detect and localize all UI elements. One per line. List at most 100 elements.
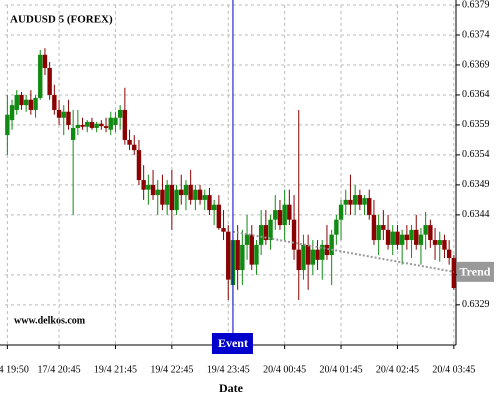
candle-body xyxy=(226,231,231,280)
candle-body xyxy=(437,240,442,245)
candle-body xyxy=(80,124,85,127)
candle-body xyxy=(42,54,48,68)
candle-body xyxy=(103,126,109,128)
candle-body xyxy=(127,139,132,145)
candle-body xyxy=(207,195,212,211)
candle-body xyxy=(75,124,81,128)
candle-body xyxy=(155,189,160,196)
x-axis-title: Date xyxy=(219,381,244,395)
candle-body xyxy=(343,199,348,205)
x-tick-label: 19/4 23:45 xyxy=(207,364,250,375)
candle-body xyxy=(362,198,367,205)
candle-body xyxy=(367,198,372,215)
candle-body xyxy=(357,195,363,205)
candle-body xyxy=(19,94,24,106)
candle-body xyxy=(23,99,29,106)
candle-body xyxy=(136,150,142,181)
candle-body xyxy=(390,231,395,245)
candle-body xyxy=(94,123,99,128)
candle-body xyxy=(66,111,71,125)
x-tick-label: 20/4 01:45 xyxy=(320,364,363,375)
candle-body xyxy=(451,258,457,289)
candle-body xyxy=(273,210,278,220)
candle-body xyxy=(395,231,400,245)
candle-body xyxy=(240,244,245,271)
candle-body xyxy=(249,234,254,265)
candle-body xyxy=(132,144,137,151)
x-tick-label: 20/4 00:45 xyxy=(263,364,306,375)
y-tick-label: 0.6369 xyxy=(462,59,490,70)
candle-body xyxy=(320,244,325,260)
candle-body xyxy=(371,214,377,241)
candle-body xyxy=(169,184,175,211)
candle-body xyxy=(141,180,146,190)
candle-body xyxy=(296,249,301,271)
candle-body xyxy=(117,109,123,118)
candle-body xyxy=(202,195,207,200)
x-tick-label: 20/4 02:45 xyxy=(376,364,419,375)
candle-body xyxy=(409,229,414,241)
y-tick-label: 0.6349 xyxy=(462,179,490,190)
candle-body xyxy=(310,249,316,265)
x-tick-label: 19/4 22:45 xyxy=(150,364,193,375)
trend-label: Trend xyxy=(460,265,491,279)
candle-body xyxy=(334,219,339,235)
candle-body xyxy=(305,244,311,265)
candle-body xyxy=(414,229,419,245)
candle-body xyxy=(287,204,292,220)
candle-body xyxy=(423,225,428,235)
candle-body xyxy=(47,67,52,95)
candle-body xyxy=(263,225,269,241)
candle-body xyxy=(216,204,222,229)
candle-body xyxy=(432,240,438,245)
candle-body xyxy=(160,189,165,205)
candle-body xyxy=(56,109,62,118)
candle-body xyxy=(442,240,447,250)
candle-body xyxy=(211,204,217,211)
x-tick-label: 20/4 03:45 xyxy=(432,364,475,375)
candle-body xyxy=(179,189,184,196)
candle-body xyxy=(70,127,76,140)
trend-label-box xyxy=(457,261,494,282)
candle-body xyxy=(197,189,203,200)
y-tick-label: 0.6364 xyxy=(462,89,490,100)
candle-body xyxy=(174,189,179,211)
candle-body xyxy=(113,117,118,125)
candle-body xyxy=(99,123,104,127)
candle-body xyxy=(108,117,113,130)
candle-body xyxy=(52,94,57,110)
y-tick-label: 0.6379 xyxy=(462,0,490,10)
candle-body xyxy=(164,184,170,205)
candle-body xyxy=(221,228,226,232)
candle-body xyxy=(188,184,193,200)
candle-body xyxy=(324,244,330,256)
candle-body xyxy=(282,204,287,226)
y-tick-label: 0.6374 xyxy=(462,29,490,40)
candle-body xyxy=(268,219,273,241)
y-tick-label: 0.6354 xyxy=(462,149,490,160)
x-tick-label: 19/4 21:45 xyxy=(94,364,137,375)
event-label-box xyxy=(211,333,253,354)
y-tick-label: 0.6359 xyxy=(462,119,490,130)
candle-body xyxy=(291,219,297,250)
candle-body xyxy=(28,99,34,110)
x-tick-label: 17/4 20:45 xyxy=(38,364,81,375)
event-label: Event xyxy=(218,336,248,350)
candle-body xyxy=(5,114,10,136)
candle-body xyxy=(315,249,320,260)
candle-body xyxy=(61,111,66,118)
candle-body xyxy=(329,234,334,256)
candle-body xyxy=(428,225,433,241)
candle-body xyxy=(146,184,151,190)
candle-body xyxy=(399,234,405,245)
candle-body xyxy=(89,121,95,128)
candle-body xyxy=(277,210,283,226)
chart-title: AUDUSD 5 (FOREX) xyxy=(10,14,113,26)
candle-body xyxy=(385,229,391,245)
candle-body xyxy=(352,195,358,205)
y-tick-label: 0.6329 xyxy=(462,299,490,310)
candle-body xyxy=(376,225,381,241)
x-tick-label: 17/4 19:50 xyxy=(0,364,29,375)
candle-body xyxy=(193,189,198,200)
